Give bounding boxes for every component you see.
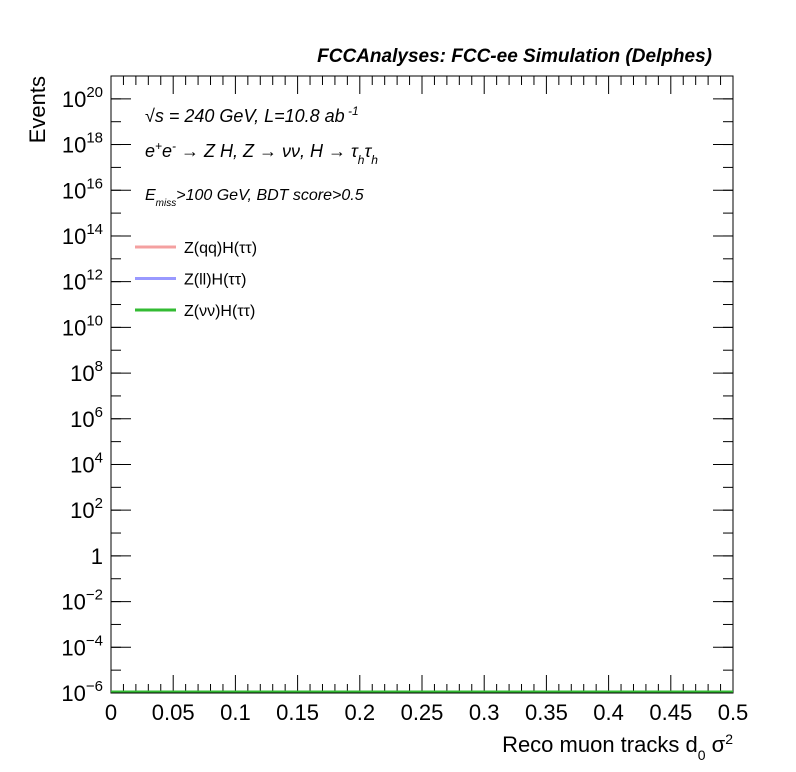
y-tick-base: 10 <box>70 407 94 432</box>
y-tick-exp: 20 <box>86 84 103 101</box>
y-tick-label: 1 <box>91 544 103 569</box>
chart-title: FCCAnalyses: FCC-ee Simulation (Delphes) <box>317 46 712 67</box>
plot-frame <box>110 75 734 694</box>
text-part: e <box>162 141 172 161</box>
y-tick-label: 10−4 <box>61 632 103 660</box>
y-tick-exp: 18 <box>86 130 103 147</box>
x-axis-label: Reco muon tracks d0 σ2 <box>502 731 733 763</box>
y-tick-exp: −4 <box>86 632 103 649</box>
x-tick-label: 0.15 <box>276 700 319 725</box>
text-part: τ <box>364 141 372 161</box>
y-tick-base: 10 <box>62 178 86 203</box>
text-part: 2 <box>725 731 733 747</box>
annotation: √s = 240 GeV, L=10.8 ab -1 <box>145 104 359 126</box>
y-tick-exp: 14 <box>86 221 103 238</box>
y-tick-label: 1014 <box>62 221 103 249</box>
x-tick-label: 0.5 <box>718 700 749 725</box>
text-part: 0 <box>698 747 706 763</box>
text-part: σ <box>706 732 726 757</box>
y-tick-exp: −6 <box>86 678 103 695</box>
text-part: e <box>145 141 155 161</box>
y-tick-label: 104 <box>70 449 103 477</box>
y-tick-exp: 12 <box>86 267 103 284</box>
text-part: √s = 240 GeV, L=10.8 ab <box>145 106 345 126</box>
annotation: e+e- → Z H, Z → νν, H → τhτh <box>145 139 378 167</box>
text-part: Reco muon tracks d <box>502 732 698 757</box>
y-tick-base: 10 <box>62 87 86 112</box>
y-tick-label: 1016 <box>62 175 103 203</box>
text-part: -1 <box>345 104 359 118</box>
legend-label: Z(qq)H(ττ) <box>184 240 257 257</box>
y-tick-exp: 16 <box>86 175 103 192</box>
text-part: E <box>145 187 156 204</box>
legend-label: Z(νν)H(ττ) <box>184 303 255 320</box>
x-tick-label: 0.3 <box>469 700 500 725</box>
y-tick-label: 1020 <box>62 84 103 112</box>
y-tick-label: 1018 <box>62 130 103 158</box>
y-tick-label: 1012 <box>62 267 103 295</box>
y-tick-label: 10−6 <box>61 678 103 706</box>
y-tick-exp: 2 <box>95 495 103 512</box>
y-tick-label: 10−2 <box>61 587 103 615</box>
text-part: miss <box>156 198 177 209</box>
y-tick-label: 106 <box>70 404 103 432</box>
y-tick-base: 10 <box>62 133 86 158</box>
y-tick-base: 10 <box>61 590 85 615</box>
y-tick-exp: 8 <box>95 358 103 375</box>
y-tick-base: 10 <box>62 270 86 295</box>
x-tick-label: 0 <box>105 700 117 725</box>
text-part: h <box>358 153 365 167</box>
text-part: h <box>371 153 378 167</box>
y-tick-exp: 6 <box>95 404 103 421</box>
y-tick-base: 10 <box>70 361 94 386</box>
x-tick-label: 0.35 <box>525 700 568 725</box>
x-tick-label: 0.1 <box>220 700 251 725</box>
text-part: → Z H, Z → νν, H → τ <box>176 141 359 161</box>
y-tick-label: 102 <box>70 495 103 523</box>
y-tick-base: 10 <box>62 315 86 340</box>
text-part: >100 GeV, BDT score>0.5 <box>176 187 363 204</box>
y-tick-base: 10 <box>62 224 86 249</box>
x-tick-label: 0.45 <box>649 700 692 725</box>
y-tick-label: 108 <box>70 358 103 386</box>
y-tick-exp: 10 <box>86 312 103 329</box>
x-tick-label: 0.05 <box>152 700 195 725</box>
legend-label: Z(ll)H(ττ) <box>184 272 246 289</box>
y-tick-base: 10 <box>70 498 94 523</box>
y-axis-label: Events <box>25 76 50 143</box>
y-tick-exp: −2 <box>86 587 103 604</box>
annotation: Emiss>100 GeV, BDT score>0.5 <box>145 187 364 209</box>
y-tick-base: 10 <box>61 681 85 706</box>
x-tick-label: 0.25 <box>401 700 444 725</box>
y-tick-label: 1010 <box>62 312 103 340</box>
y-tick-exp: 4 <box>95 449 103 466</box>
text-part: + <box>155 139 162 153</box>
x-tick-label: 0.2 <box>345 700 376 725</box>
y-tick-base: 10 <box>70 452 94 477</box>
text-part: - <box>172 139 176 153</box>
y-tick-base: 10 <box>61 635 85 660</box>
x-tick-label: 0.4 <box>593 700 624 725</box>
